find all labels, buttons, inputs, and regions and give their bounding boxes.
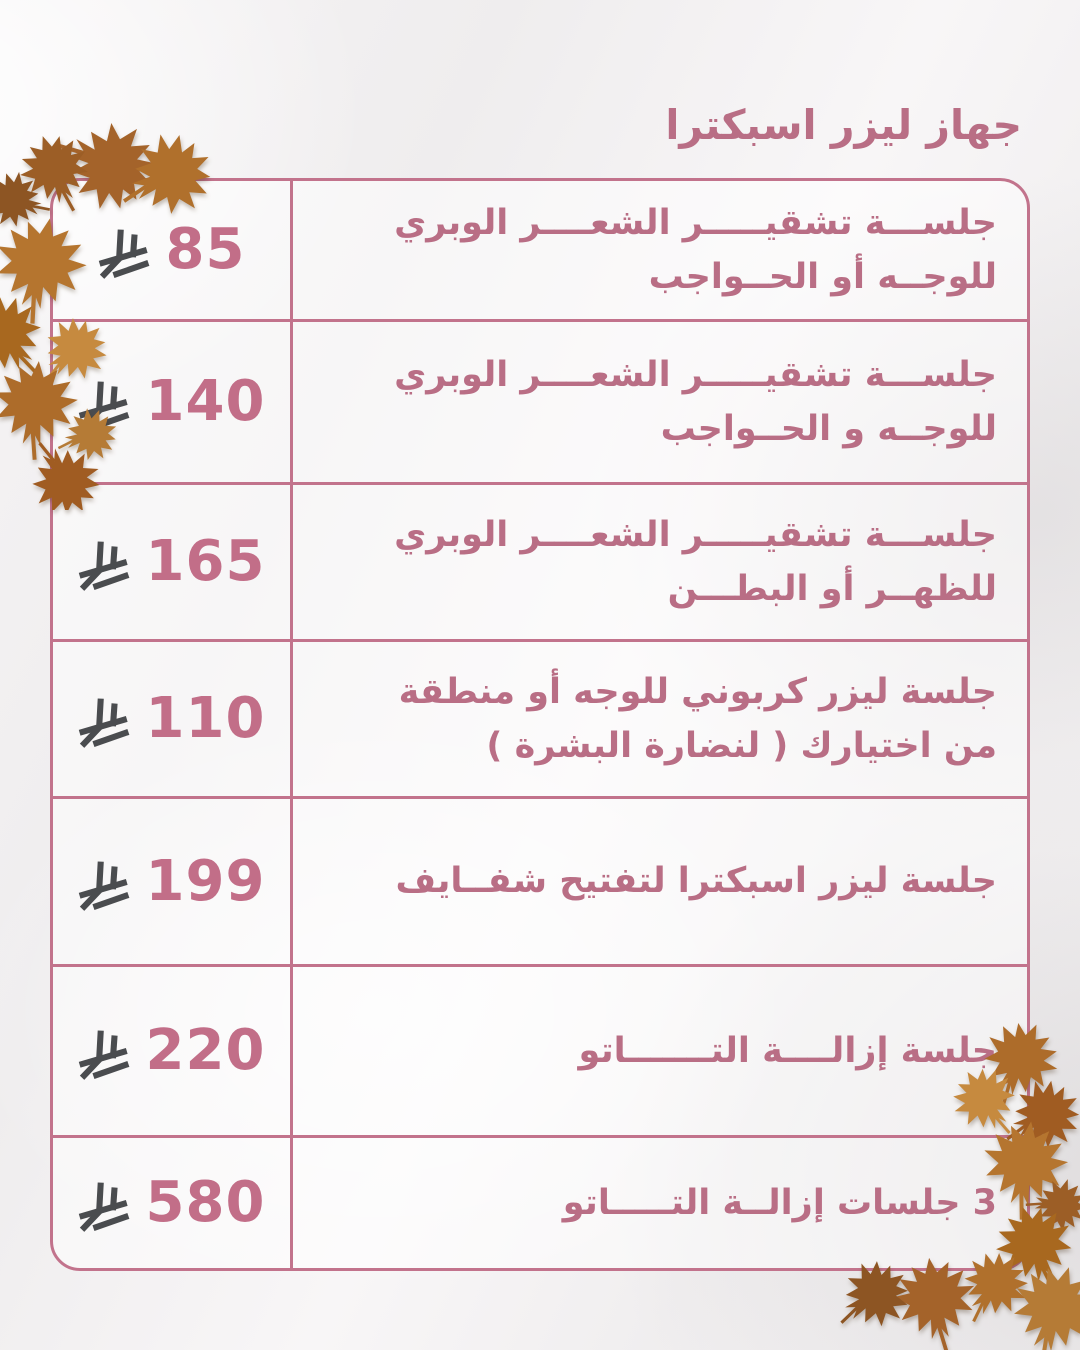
price-cell: 199 [53,799,293,964]
price-cell: 580 [53,1138,293,1268]
service-description-line: من اختيارك ( لنضارة البشرة ) [486,726,997,766]
service-description: جلســـة تشقيـــــر الشعــــر الوبري للوجـ… [293,181,1027,319]
table-row: 199 جلسة ليزر اسبكترا لتفتيح شفــايف [53,799,1027,967]
service-description-line: جلسة إزالــــة التـــــــاتو [578,1030,997,1071]
table-row: 220 جلسة إزالــــة التـــــــاتو [53,967,1027,1138]
saudi-riyal-icon [98,225,150,283]
table-row: 110 جلسة ليزر كربوني للوجه أو منطقة من اخ… [53,642,1027,799]
price-cell: 165 [53,485,293,639]
price-value: 580 [145,1170,266,1235]
price-value: 220 [145,1018,266,1083]
service-description-line: جلســـة تشقيـــــر الشعــــر الوبري [394,202,997,243]
saudi-riyal-icon [78,377,130,435]
service-description-line: للظهــر أو البطـــن [667,569,997,609]
service-description-line: جلســـة تشقيـــــر الشعــــر الوبري [394,514,997,555]
saudi-riyal-icon [78,1026,130,1084]
table-row: 140 جلســـة تشقيـــــر الشعــــر الوبري ل… [53,322,1027,485]
price-cell: 140 [53,322,293,482]
service-description: جلسة ليزر اسبكترا لتفتيح شفــايف [293,799,1027,964]
page-title: جهاز ليزر اسبكترا [665,101,1022,149]
table-row: 85 جلســـة تشقيـــــر الشعــــر الوبري لل… [53,181,1027,322]
service-description-line: للوجــه أو الحــواجب [648,257,997,297]
table-row: 165 جلســـة تشقيـــــر الشعــــر الوبري ل… [53,485,1027,642]
price-cell: 85 [53,181,293,319]
price-cell: 220 [53,967,293,1135]
service-description-line: جلسة ليزر اسبكترا لتفتيح شفــايف [395,861,997,902]
table-row: 580 3 جلسات إزالــة التـــــاتو [53,1138,1027,1268]
service-description: 3 جلسات إزالــة التـــــاتو [293,1138,1027,1268]
service-description-line: 3 جلسات إزالــة التـــــاتو [562,1182,997,1223]
service-description: جلسة إزالــــة التـــــــاتو [293,967,1027,1135]
price-value: 140 [145,369,266,434]
saudi-riyal-icon [78,694,130,752]
service-description-line: جلســـة تشقيـــــر الشعــــر الوبري [394,354,997,395]
service-description: جلسة ليزر كربوني للوجه أو منطقة من اختيار… [293,642,1027,796]
price-value: 199 [145,848,266,914]
service-description: جلســـة تشقيـــــر الشعــــر الوبري للظهـ… [293,485,1027,639]
price-value: 85 [165,217,246,282]
saudi-riyal-icon [78,537,130,595]
saudi-riyal-icon [78,857,130,915]
price-table: 85 جلســـة تشقيـــــر الشعــــر الوبري لل… [50,178,1030,1271]
service-description-line: للوجــه و الحــواجب [660,409,997,449]
service-description-line: جلسة ليزر كربوني للوجه أو منطقة [398,671,997,712]
price-value: 165 [145,529,266,594]
service-description: جلســـة تشقيـــــر الشعــــر الوبري للوجـ… [293,322,1027,482]
price-cell: 110 [53,642,293,796]
price-value: 110 [145,686,266,751]
saudi-riyal-icon [78,1178,130,1236]
